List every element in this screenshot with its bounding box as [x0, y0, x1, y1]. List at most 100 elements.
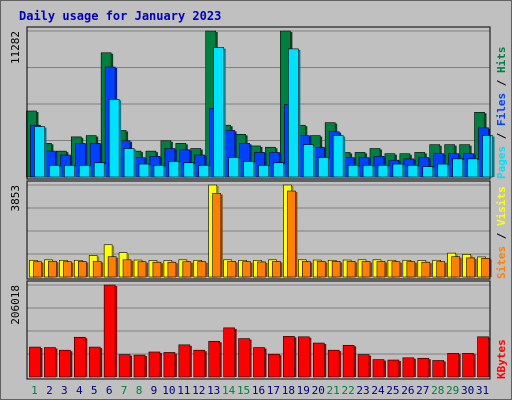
day-label: 24 [371, 384, 385, 397]
top-bar-pages-side [328, 158, 331, 177]
day-label: 28 [431, 384, 444, 397]
middle-max-label: 3853 [9, 185, 22, 212]
bottom-bar-kbytes-side [189, 345, 192, 377]
top-max-label: 11282 [9, 31, 22, 64]
top-bar-pages-side [134, 149, 137, 177]
middle-axis-label-part: Visits [495, 186, 508, 226]
top-bar-pages [347, 165, 359, 178]
bottom-bar-kbytes-side [383, 360, 386, 377]
middle-bar-sites-side [355, 262, 358, 277]
bottom-bar-kbytes [387, 359, 400, 378]
top-bar-pages-side [492, 136, 495, 177]
day-label: 11 [177, 384, 190, 397]
bottom-bar-kbytes [238, 338, 250, 378]
day-label: 7 [121, 384, 128, 397]
top-bar-pages [108, 99, 120, 178]
top-bar-pages [49, 165, 60, 178]
top-bar-pages [452, 158, 463, 178]
bottom-bar-kbytes-side [174, 353, 177, 377]
bottom-bar-kbytes [73, 336, 86, 378]
day-label: 8 [136, 384, 143, 397]
top-bar-pages [198, 165, 210, 178]
middle-bar-sites [361, 261, 371, 278]
middle-bar-sites-side [399, 262, 402, 277]
top-bar-pages [482, 135, 493, 178]
middle-bar-sites-side [474, 258, 477, 277]
top-bar-pages-side [119, 100, 122, 177]
day-label: 27 [416, 384, 429, 397]
bottom-bar-kbytes [223, 327, 235, 378]
top-bar-pages [183, 162, 195, 178]
top-bar-pages-side [268, 166, 271, 177]
top-bar-pages [377, 165, 389, 178]
day-label: 17 [267, 384, 280, 397]
middle-bar-sites [272, 261, 281, 278]
bottom-bar-kbytes [208, 340, 220, 378]
bottom-bar-kbytes-side [309, 337, 312, 377]
day-label: 23 [356, 384, 369, 397]
middle-bar-sites-side [489, 259, 492, 277]
day-label: 31 [476, 384, 489, 397]
bottom-bar-kbytes [312, 342, 325, 378]
bottom-axis-label: KBytes [495, 339, 508, 379]
day-label: 14 [222, 384, 236, 397]
top-bar-pages [228, 157, 239, 178]
top-bar-pages [168, 161, 180, 178]
bottom-bar-kbytes [103, 284, 116, 378]
day-label: 18 [282, 384, 295, 397]
top-bar-pages-side [238, 158, 241, 177]
middle-bar-sites [331, 261, 341, 278]
bottom-bar-kbytes [163, 352, 176, 378]
top-bar-pages-side [298, 49, 301, 178]
bottom-bar-kbytes-side [55, 348, 58, 377]
middle-bar-sites-side [41, 262, 44, 277]
middle-axis-label-part: Sites [495, 246, 508, 279]
top-bar-pages-side [402, 165, 405, 177]
day-label: 30 [461, 384, 474, 397]
bottom-panel-border [26, 280, 491, 380]
top-axis-label-part: Hits [495, 47, 508, 74]
middle-bar-sites-side [146, 262, 149, 277]
bottom-bar-kbytes [283, 336, 295, 378]
top-bar-pages-side [387, 166, 390, 177]
top-bar-pages [78, 165, 90, 178]
bottom-bar-kbytes [402, 357, 415, 378]
top-bar-pages [467, 158, 478, 178]
middle-bar-sites-side [116, 257, 119, 277]
bottom-bar-kbytes-side [398, 361, 401, 377]
top-bar-pages-side [343, 136, 346, 177]
bottom-bar-kbytes-side [40, 348, 43, 377]
middle-bar-sites-side [175, 263, 178, 277]
top-bar-pages [34, 126, 45, 178]
middle-bar-sites-side [414, 262, 417, 277]
top-bar-pages-side [59, 166, 62, 177]
top-axis-label-part: Files [495, 93, 508, 126]
middle-bar-sites-side [131, 260, 134, 277]
top-bar-files-side [85, 144, 88, 177]
top-bar-pages-side [208, 166, 211, 177]
middle-bar-sites-side [205, 262, 208, 277]
middle-bar-sites [451, 256, 460, 278]
middle-bar-sites-side [71, 262, 74, 277]
top-bar-pages-side [223, 48, 226, 178]
day-label: 15 [237, 384, 250, 397]
top-bar-pages [273, 162, 284, 178]
bottom-bar-kbytes-side [85, 338, 88, 377]
middle-bar-sites [421, 261, 431, 278]
bottom-bar-kbytes-side [219, 342, 222, 377]
bottom-bar-kbytes-side [234, 328, 237, 377]
bottom-bar-kbytes [148, 351, 161, 378]
top-bar-pages-side [74, 166, 77, 177]
top-axis-label-part: / [495, 126, 508, 146]
middle-bar-sites-side [265, 262, 268, 277]
day-label: 22 [341, 384, 354, 397]
top-bar-files-side [249, 144, 252, 177]
bottom-bar-kbytes [327, 349, 340, 378]
top-bar-pages-side [477, 159, 480, 177]
middle-panel-border [26, 180, 491, 280]
day-label: 1 [31, 384, 38, 397]
top-bar-pages [422, 166, 434, 178]
middle-bar-sites [48, 260, 57, 278]
top-bar-pages-side [193, 163, 196, 177]
